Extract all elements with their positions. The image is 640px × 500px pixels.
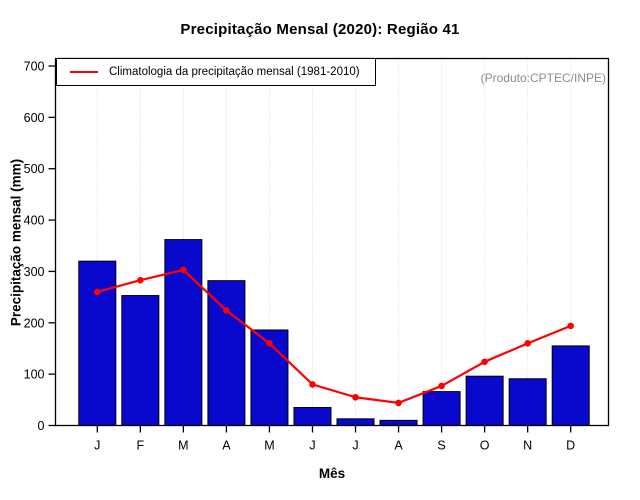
bar-J0 (78, 260, 117, 426)
legend: Climatologia da precipitação mensal (198… (56, 58, 376, 86)
climatology-point (567, 322, 574, 330)
x-tick-label: A (222, 439, 231, 453)
x-tick-label: A (394, 439, 403, 453)
x-axis-title: Mês (318, 466, 346, 481)
x-tick-label: J (352, 439, 358, 453)
bar-O9 (465, 375, 504, 426)
y-tick-label: 0 (38, 419, 45, 433)
x-tick-label: M (178, 439, 188, 453)
climatology-point (524, 340, 531, 347)
x-tick-label: M (264, 439, 274, 453)
x-tick-label: N (523, 439, 532, 453)
y-tick-label: 100 (24, 368, 45, 382)
y-tick-label: 600 (24, 111, 45, 125)
climatology-line (97, 268, 572, 405)
climatology-point (352, 393, 359, 401)
legend-line-sample (70, 71, 98, 73)
climatology-point (438, 382, 445, 390)
bar-J6 (336, 418, 375, 427)
climatology-point (137, 276, 144, 284)
y-tick-label: 300 (24, 265, 45, 279)
x-tick-label: S (437, 439, 445, 453)
y-axis-title: Precipitação mensal (mm) (8, 158, 24, 327)
climatology-point (94, 288, 101, 296)
watermark-text: (Produto:CPTEC/INPE) (480, 71, 606, 85)
climatology-point (180, 266, 187, 274)
x-tick-label: D (566, 439, 575, 453)
legend-label: Climatologia da precipitação mensal (198… (109, 66, 360, 78)
chart-title: Precipitação Mensal (2020): Região 41 (180, 21, 460, 38)
climatology-point (309, 381, 316, 388)
climatology-point (395, 399, 402, 407)
bar-S8 (422, 391, 461, 426)
x-tick-label: F (137, 439, 145, 453)
y-tick-label: 200 (24, 316, 45, 330)
y-tick-label: 700 (24, 60, 45, 74)
y-tick-label: 500 (24, 162, 45, 176)
climatology-point (266, 340, 273, 347)
y-tick-label: 400 (24, 214, 45, 228)
bar-D11 (551, 345, 590, 426)
x-tick-label: J (94, 439, 100, 453)
x-tick-label: J (309, 439, 315, 453)
bar-J5 (293, 407, 332, 426)
x-tick-label: O (480, 439, 490, 453)
bar-F1 (121, 295, 160, 427)
bar-N10 (508, 378, 547, 427)
bar-A3 (207, 280, 246, 426)
climatology-point (481, 358, 488, 366)
bar-A7 (379, 419, 418, 427)
climatology-point (223, 307, 230, 314)
